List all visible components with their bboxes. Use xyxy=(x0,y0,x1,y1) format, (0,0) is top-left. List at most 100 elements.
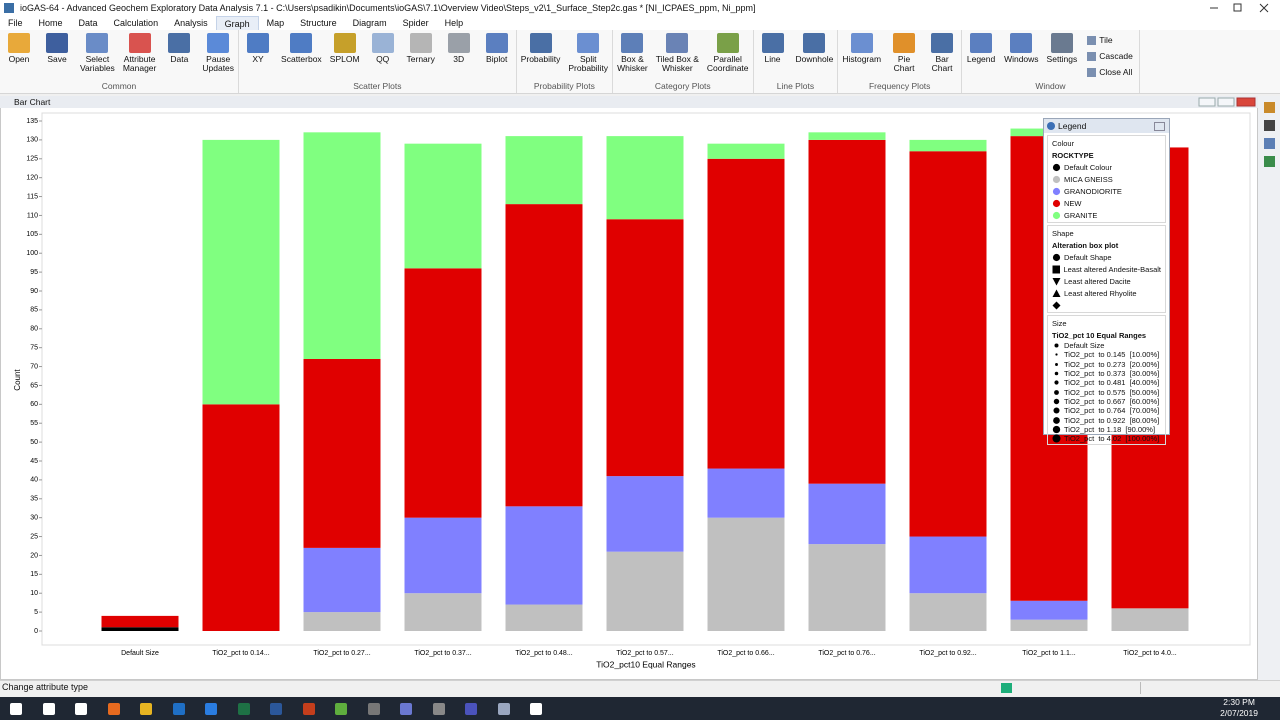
menu-item[interactable]: Analysis xyxy=(174,18,208,28)
y-tick-label: 130 xyxy=(26,137,38,144)
ribbon-button[interactable]: Split Probability xyxy=(564,33,612,81)
bar-segment xyxy=(707,468,785,518)
small-button[interactable]: Tile xyxy=(1087,35,1133,45)
menu-item[interactable]: Map xyxy=(266,18,285,28)
ribbon-button[interactable]: 3D xyxy=(440,33,478,81)
taskbar-icon[interactable] xyxy=(75,703,87,715)
button-label: Settings xyxy=(1046,54,1078,64)
taskbar-icon[interactable] xyxy=(497,703,510,715)
ribbon-button[interactable]: Parallel Coordinate xyxy=(703,33,753,81)
taskbar-icon[interactable] xyxy=(367,703,380,715)
ribbon-group-label: Probability Plots xyxy=(533,81,595,91)
button-label: Box & Whisker xyxy=(617,54,648,73)
small-button[interactable]: Cascade xyxy=(1087,51,1133,61)
ribbon-button[interactable]: Save xyxy=(38,33,76,81)
ribbon-button[interactable]: Probability xyxy=(517,33,565,81)
side-tool[interactable] xyxy=(1264,156,1275,167)
legend-item[interactable]: Default Shape xyxy=(1052,251,1161,263)
ribbon-button[interactable]: SPLOM xyxy=(326,33,364,81)
ribbon-button[interactable]: Pause Updates xyxy=(198,33,238,81)
legend-heading: Size xyxy=(1052,318,1067,328)
ribbon-button[interactable]: Select Variables xyxy=(76,33,119,81)
taskbar-icon[interactable] xyxy=(107,703,120,715)
taskbar-icon[interactable] xyxy=(302,703,315,715)
menu-item[interactable]: Structure xyxy=(300,18,337,28)
ribbon-button[interactable]: Scatterbox xyxy=(277,33,326,81)
ribbon-group: Probability Split Probability Probability … xyxy=(517,30,614,93)
legend-item[interactable]: TiO2_pct to 0.922 [80.00%] xyxy=(1052,415,1161,425)
ribbon-button[interactable]: Pie Chart xyxy=(885,33,923,81)
legend-item[interactable]: TiO2_pct to 0.575 [50.00%] xyxy=(1052,387,1161,397)
menu-item[interactable]: Help xyxy=(444,18,464,28)
ribbon-button[interactable]: Histogram xyxy=(838,33,885,81)
ribbon-button[interactable]: Line xyxy=(754,33,792,81)
ribbon-button[interactable]: Tiled Box & Whisker xyxy=(652,33,703,81)
ribbon-button[interactable]: Settings xyxy=(1043,33,1082,81)
legend-item[interactable]: TiO2_pct to 0.145 [10.00%] xyxy=(1052,350,1161,359)
menu-item[interactable]: Spider xyxy=(402,18,429,28)
ribbon-button[interactable]: Bar Chart xyxy=(923,33,961,81)
legend-item[interactable]: GRANODIORITE xyxy=(1052,185,1161,197)
chart-window-controls[interactable] xyxy=(1198,97,1256,107)
taskbar-icon[interactable] xyxy=(335,703,347,715)
legend-item[interactable]: TiO2_pct to 0.373 [30.00%] xyxy=(1052,369,1161,378)
clock[interactable]: 2:30 PM 2/07/2019 xyxy=(1220,697,1258,719)
menu-item[interactable]: Home xyxy=(38,18,63,28)
ribbon-button[interactable]: Windows xyxy=(1000,33,1042,81)
taskbar-icon[interactable] xyxy=(10,703,22,715)
legend-item[interactable]: Least altered Dacite xyxy=(1052,275,1161,287)
legend-panel[interactable]: Legend Colour ROCKTYPE Default Colour MICA G… xyxy=(1043,118,1170,446)
legend-item[interactable]: TiO2_pct to 0.273 [20.00%] xyxy=(1052,360,1161,369)
menu-item[interactable]: Data xyxy=(78,18,98,28)
legend-item[interactable]: TiO2_pct to 0.481 [40.00%] xyxy=(1052,378,1161,387)
menu-item[interactable]: File xyxy=(8,18,23,28)
legend-item[interactable]: TiO2_pct to 0.667 [60.00%] xyxy=(1052,397,1161,406)
ribbon-button[interactable]: QQ xyxy=(364,33,402,81)
menu-item[interactable]: Graph xyxy=(215,16,259,30)
taskbar-icon[interactable] xyxy=(530,703,542,715)
legend-heading: Colour xyxy=(1052,138,1075,148)
ribbon-button[interactable]: Data xyxy=(160,33,198,81)
ribbon-button[interactable]: Biplot xyxy=(478,33,516,81)
taskbar-icon[interactable] xyxy=(237,703,250,715)
side-tool[interactable] xyxy=(1264,138,1275,149)
ribbon-button[interactable]: XY xyxy=(239,33,277,81)
legend-label: GRANITE xyxy=(1064,210,1098,220)
menu-item[interactable]: Calculation xyxy=(113,18,159,28)
taskbar-icon[interactable] xyxy=(42,703,55,715)
ribbon-button[interactable]: Open xyxy=(0,33,38,81)
legend-item[interactable]: Default Size xyxy=(1052,341,1161,350)
taskbar-icon[interactable] xyxy=(140,703,152,715)
ribbon-button[interactable]: Attribute Manager xyxy=(119,33,161,81)
taskbar-icon[interactable] xyxy=(465,703,477,715)
taskbar-icon[interactable] xyxy=(205,703,217,715)
legend-item[interactable]: Least altered Rhyolite xyxy=(1052,287,1161,299)
menu-item[interactable]: Diagram xyxy=(352,18,387,28)
legend-item[interactable]: Least altered Andesite-Basalt xyxy=(1052,263,1161,275)
small-button[interactable]: Close All xyxy=(1087,67,1133,77)
legend-close[interactable] xyxy=(1154,122,1165,131)
legend-symbol xyxy=(1052,425,1061,433)
ribbon-button[interactable]: Downhole xyxy=(792,33,838,81)
taskbar-icon[interactable] xyxy=(172,703,185,715)
ribbon-button[interactable]: Ternary xyxy=(402,33,440,81)
symbol xyxy=(1055,362,1058,366)
legend-item[interactable]: NEW xyxy=(1052,197,1161,209)
legend-item[interactable] xyxy=(1052,299,1161,311)
window-controls[interactable] xyxy=(1180,2,1276,14)
legend-item[interactable]: Default Colour xyxy=(1052,161,1161,173)
ribbon-button[interactable]: Box & Whisker xyxy=(613,33,652,81)
side-tool[interactable] xyxy=(1264,102,1275,113)
ribbon-button[interactable]: Legend xyxy=(962,33,1000,81)
legend-item[interactable]: TiO2_pct to 0.764 [70.00%] xyxy=(1052,406,1161,415)
taskbar-icon[interactable] xyxy=(270,703,282,715)
legend-item[interactable]: GRANITE xyxy=(1052,209,1161,221)
bar-segment xyxy=(505,604,583,631)
legend-item[interactable]: TiO2_pct to 1.18 [90.00%] xyxy=(1052,425,1161,434)
legend-item[interactable]: TiO2_pct to 4.02 [100.00%] xyxy=(1052,434,1161,443)
side-tool[interactable] xyxy=(1264,120,1275,131)
taskbar-icon[interactable] xyxy=(400,703,412,715)
taskbar-icon[interactable] xyxy=(432,703,445,715)
window-title: ioGAS-64 - Advanced Geochem Exploratory … xyxy=(20,3,756,13)
legend-item[interactable]: MICA GNEISS xyxy=(1052,173,1161,185)
